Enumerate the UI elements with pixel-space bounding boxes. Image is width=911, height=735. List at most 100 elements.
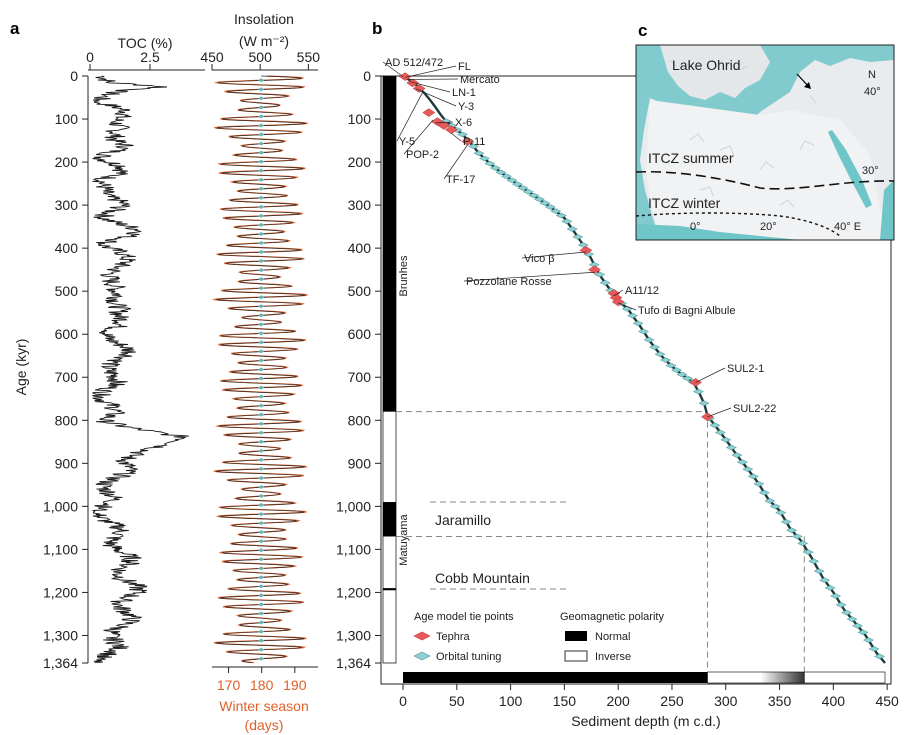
orbital-point <box>841 609 853 616</box>
insolation-tick-label: 500 <box>249 49 273 65</box>
depth-tick-label: 350 <box>768 693 792 709</box>
insolation-dot <box>258 539 265 544</box>
orbital-point <box>632 320 644 327</box>
orbital-point <box>808 558 820 565</box>
age-tick-label-a: 1,200 <box>43 584 78 600</box>
age-tick-label-a: 400 <box>55 240 79 256</box>
depth-axis-ticks: 0 50 100 150 200 250 300 350 400 450 <box>399 684 899 709</box>
tephra-point <box>412 84 426 93</box>
insolation-dot <box>258 439 265 444</box>
orbital-point <box>857 629 869 636</box>
depth-tick-label: 450 <box>875 693 899 709</box>
insolation-dot <box>258 575 265 580</box>
legend-orbital-label: Orbital tuning <box>436 651 501 663</box>
legend-inverse-label: Inverse <box>595 651 631 663</box>
orbital-point <box>791 533 803 540</box>
winter-label-1: Winter season <box>219 698 308 714</box>
orbital-point <box>599 279 611 286</box>
insolation-dot <box>258 629 265 634</box>
age-tick-label-b: 300 <box>348 197 372 213</box>
insolation-dot <box>258 530 265 535</box>
insolation-dot <box>258 123 265 128</box>
guide-lines <box>396 411 805 684</box>
insolation-dot <box>258 222 265 227</box>
insolation-axis-ticks: 450 500 550 <box>200 49 320 71</box>
orbital-point <box>709 422 721 429</box>
orbital-point <box>797 540 809 547</box>
orbital-point <box>692 388 704 395</box>
insolation-dot <box>258 430 265 435</box>
age-tick-label-a: 100 <box>55 111 79 127</box>
tephra-point <box>611 297 625 307</box>
orbital-point <box>725 444 737 451</box>
orbital-point <box>846 616 858 622</box>
age-tick-label-a: 0 <box>70 68 78 84</box>
toc-tick-label: 2.5 <box>140 49 160 65</box>
itcz-summer-label: ITCZ summer <box>648 150 734 166</box>
insolation-tie-dots <box>258 78 265 661</box>
insolation-dot <box>258 638 265 643</box>
indian-ocean <box>880 180 894 240</box>
orbital-point <box>588 261 600 268</box>
orbital-point <box>654 351 666 357</box>
tephra-label: P-11 <box>463 136 485 148</box>
orbital-point <box>780 519 792 525</box>
insolation-dot <box>258 566 265 571</box>
insolation-dot <box>258 268 265 273</box>
label-jaramillo: Jaramillo <box>435 512 491 528</box>
winter-tick-label: 190 <box>283 677 307 693</box>
orbital-point <box>676 371 688 378</box>
insolation-dot <box>258 394 265 399</box>
map-lon-0: 0° <box>690 221 701 233</box>
orbital-point <box>506 177 518 183</box>
insolation-dot <box>258 457 265 462</box>
map-lat-n: N <box>868 69 876 81</box>
insolation-dot <box>258 295 265 300</box>
depth-axis-label: Sediment depth (m c.d.) <box>571 713 720 729</box>
orbital-tuning-points <box>440 118 886 660</box>
tephra-points <box>398 72 714 422</box>
insolation-dot <box>258 231 265 236</box>
insolation-dot <box>258 494 265 499</box>
insolation-dot <box>258 141 265 146</box>
insolation-dot <box>258 503 265 508</box>
relief-texture <box>669 59 817 208</box>
itcz-summer-line <box>635 170 895 190</box>
orbital-point <box>648 344 661 350</box>
tephra-leader <box>415 88 457 107</box>
age-tick-label-b: 600 <box>348 326 372 342</box>
insolation-dot <box>258 240 265 245</box>
orbital-point <box>665 362 677 369</box>
orbital-point <box>489 165 501 171</box>
insolation-dot <box>258 376 265 381</box>
orbital-point <box>659 357 672 363</box>
lake-arrow-head <box>804 82 811 89</box>
insolation-dot <box>258 259 265 264</box>
label-cobb-mountain: Cobb Mountain <box>435 570 530 586</box>
insolation-dot <box>258 611 265 616</box>
insolation-dot <box>258 286 265 291</box>
tephra-label: Pozzolane Rosse <box>466 276 552 288</box>
insolation-dot <box>258 349 265 354</box>
panel-label-c: c <box>638 21 647 40</box>
insolation-dot <box>258 168 265 173</box>
insolation-dot <box>258 87 265 92</box>
toc-tick-label: 0 <box>86 49 94 65</box>
orbital-point <box>484 160 496 167</box>
insolation-label-1: Insolation <box>234 11 294 27</box>
polarity-normal-jaramillo <box>383 502 396 537</box>
orbital-point <box>786 527 798 534</box>
polarity-column <box>382 75 397 664</box>
insolation-dot <box>258 204 265 209</box>
depth-tick-label: 0 <box>399 693 407 709</box>
age-tick-label-b: 200 <box>348 154 372 170</box>
orbital-point <box>517 185 529 191</box>
legend-orbital-marker <box>413 651 431 661</box>
insolation-dot <box>258 277 265 282</box>
insolation-dot <box>258 412 265 417</box>
age-tick-label-a: 700 <box>55 369 79 385</box>
map-lake-label: Lake Ohrid <box>672 57 740 73</box>
age-tick-label-a: 800 <box>55 412 79 428</box>
insolation-dot <box>258 313 265 318</box>
age-tick-label-a: 200 <box>55 154 79 170</box>
